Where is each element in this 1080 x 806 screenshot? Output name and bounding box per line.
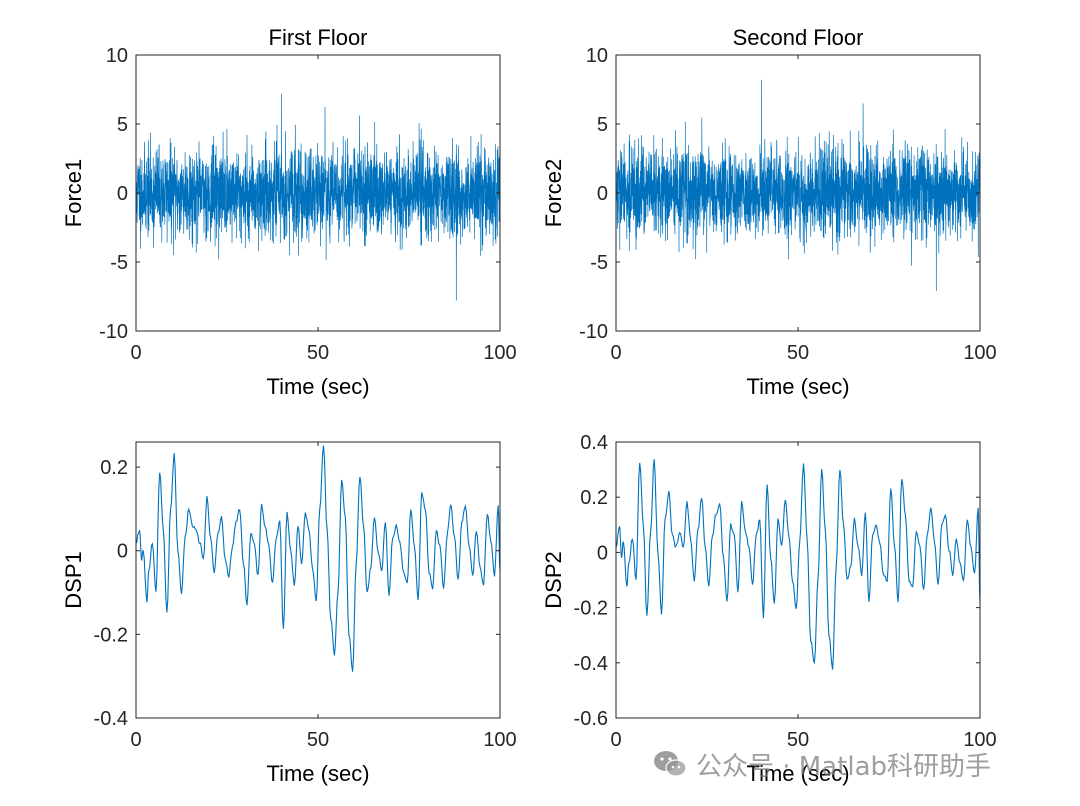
y-tick-label: 5 — [597, 114, 608, 136]
x-tick-label: 0 — [610, 729, 621, 751]
series-line-dsp2 — [616, 459, 980, 670]
subplot-force2: 0 50 100 -10 -5 0 5 10 Second Floor Time (sec) For… — [541, 25, 997, 399]
x-tick-label: 50 — [307, 342, 329, 364]
watermark-text: 公众号 · Matlab科研助手 — [696, 751, 992, 782]
x-tick-label: 0 — [610, 342, 621, 364]
x-axis-label: Time (sec) — [746, 761, 849, 786]
y-axis-label: DSP1 — [61, 551, 86, 608]
y-tick-label: -0.2 — [574, 598, 608, 620]
watermark: 公众号 · Matlab科研助手 — [652, 742, 991, 786]
y-tick-label: -0.6 — [574, 708, 608, 730]
x-tick-label: 100 — [963, 729, 996, 751]
y-tick-label: 0 — [597, 183, 608, 205]
y-tick-label: -0.4 — [574, 653, 608, 675]
y-tick-label: -10 — [99, 321, 128, 343]
subplot-dsp2: 0 50 100 -0.6 -0.4 -0.2 0 0.2 0.4 Time (sec) DSP2 — [541, 432, 997, 786]
subplot-title: First Floor — [269, 25, 368, 50]
series-line-dsp1 — [136, 445, 500, 672]
wechat-icon — [654, 751, 687, 777]
subplot-title: Second Floor — [733, 25, 864, 50]
y-tick-label: -10 — [579, 321, 608, 343]
y-tick-label: 10 — [586, 45, 608, 67]
y-tick-label: 0 — [117, 541, 128, 563]
x-tick-label: 0 — [130, 342, 141, 364]
plot-area — [136, 442, 500, 718]
y-axis-label: DSP2 — [541, 551, 566, 608]
x-tick-label: 50 — [307, 729, 329, 751]
y-axis-label: Force1 — [61, 159, 86, 227]
x-tick-label: 100 — [483, 342, 516, 364]
x-tick-label: 100 — [483, 729, 516, 751]
y-tick-label: 0 — [597, 542, 608, 564]
y-tick-label: -0.2 — [94, 624, 128, 646]
y-tick-label: 0 — [117, 183, 128, 205]
subplot-dsp1: 0 50 100 -0.4 -0.2 0 0.2 Time (sec) DSP1 — [61, 441, 517, 786]
x-tick-label: 100 — [963, 342, 996, 364]
x-tick-label: 50 — [787, 342, 809, 364]
x-tick-label: 50 — [787, 729, 809, 751]
x-axis-label: Time (sec) — [266, 374, 369, 399]
series-line-force1 — [136, 93, 500, 301]
y-tick-label: 0.2 — [100, 457, 128, 479]
series-line-force2 — [616, 79, 980, 292]
y-tick-label: -5 — [590, 252, 608, 274]
y-tick-label: 10 — [106, 45, 128, 67]
y-tick-label: -5 — [110, 252, 128, 274]
y-axis-label: Force2 — [541, 159, 566, 227]
x-tick-label: 0 — [130, 729, 141, 751]
y-tick-label: -0.4 — [94, 708, 128, 730]
y-tick-label: 0.2 — [580, 487, 608, 509]
subplot-force1: 0 50 100 -10 -5 0 5 10 First Floor Time (sec) Forc… — [61, 25, 517, 399]
y-tick-label: 0.4 — [580, 432, 608, 454]
y-tick-label: 5 — [117, 114, 128, 136]
x-axis-label: Time (sec) — [266, 761, 369, 786]
x-axis-label: Time (sec) — [746, 374, 849, 399]
